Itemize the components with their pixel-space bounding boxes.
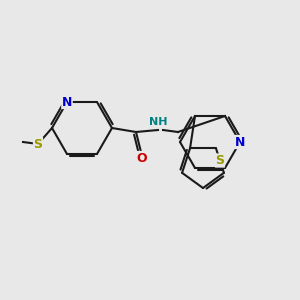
Text: S: S [215,154,224,167]
Text: O: O [137,152,147,164]
Text: N: N [62,95,72,109]
Text: NH: NH [149,117,167,127]
Text: N: N [235,136,245,148]
Text: S: S [34,137,43,151]
